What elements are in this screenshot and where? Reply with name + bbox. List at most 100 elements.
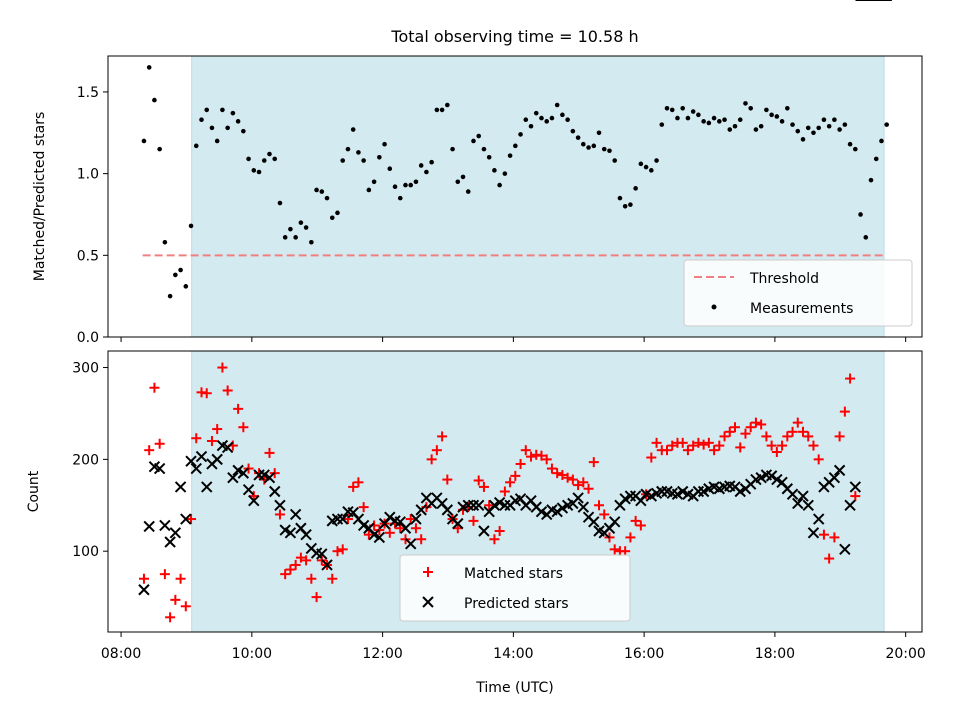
matched-star-point [154,438,165,449]
measurement-point [785,105,790,111]
measurement-point [544,119,550,124]
measurement-point [178,267,183,273]
predicted-star-point [201,481,213,493]
predicted-star-point [828,472,841,484]
matched-star-point [546,463,557,474]
matched-star-point [698,439,709,450]
predicted-star-point [551,505,563,518]
predicted-star-point [807,527,820,539]
measurement-point [847,141,853,147]
measurement-point [261,158,267,163]
measurement-point [518,132,523,137]
matched-star-point [803,431,814,442]
matched-star-point [478,481,489,492]
predicted-star-point [138,584,150,596]
measurement-point [382,141,387,147]
measurement-point [811,130,816,136]
measurement-point [377,154,382,160]
measurement-point [439,107,445,113]
measurement-point [445,102,450,108]
measurement-point [690,109,696,114]
matched-star-point [567,474,578,485]
matched-star-point [756,419,767,430]
matched-star-point [635,520,646,531]
predicted-star-point [473,499,485,511]
measurement-point [209,125,215,131]
matched-star-point [138,573,149,584]
x-tick-label: 16:00 [624,646,664,662]
matched-star-point [510,470,521,481]
matched-star-point [201,388,212,399]
ratio-y-tick-label: 1.0 [77,167,99,183]
measurement-point [309,239,314,245]
measurement-point [465,189,471,194]
predicted-star-point [839,543,851,556]
predicted-star-point [415,504,427,516]
matched-star-point [327,573,338,584]
matched-star-point [845,373,856,384]
predicted-star-point [499,499,511,511]
matched-star-point [363,529,374,540]
measurement-point [685,115,691,121]
measurement-point [450,146,455,152]
measurement-point [188,223,194,229]
measurement-point [366,187,372,193]
predicted-star-point [316,548,328,560]
predicted-star-point [185,455,197,467]
matched-star-point [578,477,589,488]
measurement-point [298,220,304,225]
matched-star-point [609,544,620,555]
matched-star-point [573,480,584,491]
predicted-star-point [180,513,192,525]
measurement-point [779,119,785,124]
measurement-point [214,138,220,144]
predicted-star-point [656,485,668,498]
measurement-point [361,158,366,163]
measurement-point [429,159,434,165]
measurement-point [193,143,199,149]
predicted-star-point [321,559,333,571]
predicted-star-point [802,499,814,511]
matched-star-point [222,385,233,396]
measurement-point [565,117,570,123]
matched-star-point [295,552,306,563]
measurement-point [748,105,754,111]
measurement-point [732,123,738,129]
matched-star-point [274,509,285,520]
measurement-point [643,164,649,170]
predicted-star-point [812,513,825,525]
predicted-star-point [765,470,778,482]
count-legend-box [399,554,631,622]
measurement-point [873,156,879,162]
predicted-star-point [169,527,182,539]
predicted-star-point [221,441,234,454]
legend-swatch-measurements [711,304,717,310]
count-y-axis-label: Count [26,470,42,512]
measurement-point [533,110,539,116]
measurement-point [837,127,842,132]
matched-star-point [625,532,636,543]
predicted-star-point [462,499,474,511]
matched-star-point [599,509,610,520]
measurement-point [680,105,686,111]
measurement-point [225,125,230,131]
measurement-point [601,146,607,152]
matched-star-point [515,458,526,469]
measurement-point [350,127,356,132]
measurement-point [628,202,633,207]
predicted-star-point [237,467,250,479]
measurement-point [706,120,712,126]
measurement-point [774,114,780,119]
ratio-y-tick-label: 0.5 [77,248,99,264]
measurement-point [324,195,330,201]
predicted-star-point [384,511,396,523]
matched-star-point [798,426,809,437]
matched-star-point [431,445,442,456]
matched-star-point [630,515,641,526]
predicted-star-point [624,490,637,502]
matched-star-point [792,417,803,428]
measurement-point [392,184,398,189]
measurement-point [842,122,848,127]
legend-swatch-matched [423,567,433,577]
measurement-point [282,235,288,240]
